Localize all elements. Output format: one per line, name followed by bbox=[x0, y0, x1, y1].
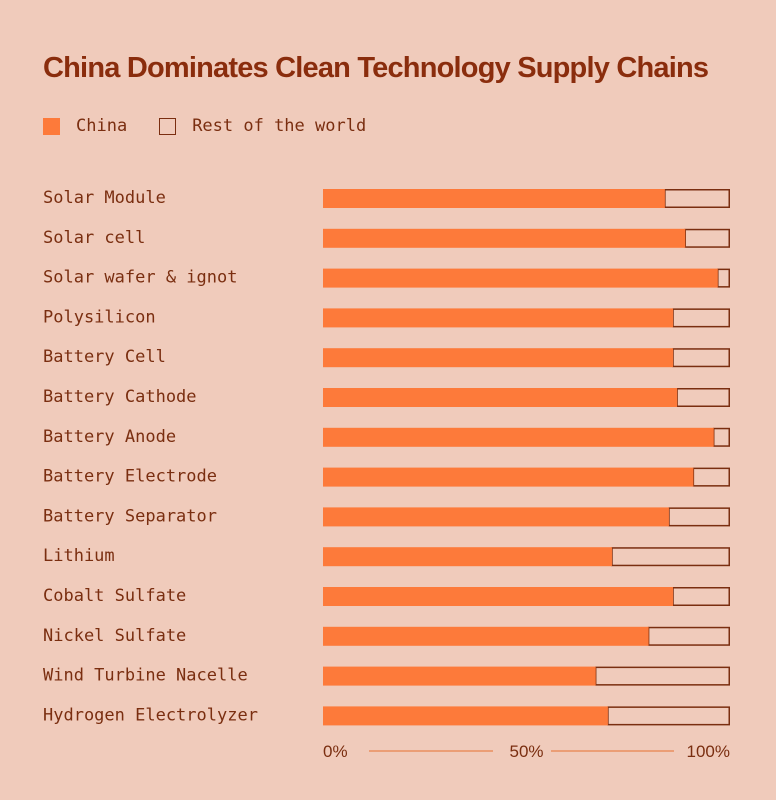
bar-rest-of-world bbox=[607, 706, 731, 726]
bar-rest-of-world bbox=[692, 467, 730, 487]
legend: China Rest of the world bbox=[43, 116, 398, 136]
legend-swatch-rest bbox=[159, 117, 177, 135]
bar-china bbox=[323, 228, 686, 248]
x-tick-label: 100% bbox=[687, 742, 730, 761]
category-label: Nickel Sulfate bbox=[43, 626, 186, 646]
category-label: Polysilicon bbox=[43, 307, 156, 327]
bar-china bbox=[323, 308, 674, 328]
bar-china bbox=[323, 268, 718, 288]
bar-china bbox=[323, 348, 674, 368]
category-label: Lithium bbox=[43, 546, 115, 566]
bar-rest-of-world bbox=[676, 388, 731, 407]
category-label: Wind Turbine Nacelle bbox=[43, 666, 248, 686]
bar-rest-of-world bbox=[664, 189, 731, 208]
x-tick-label: 50% bbox=[509, 742, 543, 761]
bar-rest-of-world bbox=[668, 507, 731, 527]
bar-china bbox=[323, 706, 608, 726]
x-tick-label: 0% bbox=[323, 742, 348, 761]
bar-china bbox=[323, 626, 649, 646]
category-label: Battery Cathode bbox=[43, 387, 197, 407]
legend-label-china: China bbox=[76, 116, 128, 136]
bar-china bbox=[323, 388, 678, 407]
bar-rest-of-world bbox=[647, 626, 730, 646]
bar-rest-of-world bbox=[712, 427, 730, 447]
category-label: Battery Separator bbox=[43, 506, 217, 526]
category-label: Battery Electrode bbox=[43, 467, 217, 487]
legend-swatch-china bbox=[43, 117, 60, 135]
bar-rest-of-world bbox=[672, 348, 731, 368]
category-label: Solar wafer & ignot bbox=[43, 268, 237, 288]
bar-china bbox=[323, 467, 694, 487]
bar-rest-of-world bbox=[717, 268, 730, 288]
category-label: Solar Module bbox=[43, 188, 166, 208]
bar-china bbox=[323, 189, 665, 208]
category-label: Battery Anode bbox=[43, 427, 176, 447]
legend-label-rest: Rest of the world bbox=[192, 116, 367, 136]
bar-china bbox=[323, 547, 612, 567]
bar-china bbox=[323, 507, 669, 527]
category-label: Hydrogen Electrolyzer bbox=[43, 705, 258, 725]
bar-china bbox=[323, 427, 714, 447]
chart-title: China Dominates Clean Technology Supply … bbox=[43, 52, 709, 84]
category-label: Cobalt Sulfate bbox=[43, 586, 186, 606]
bar-china bbox=[323, 587, 674, 606]
bar-rest-of-world bbox=[672, 587, 731, 606]
bar-rest-of-world bbox=[594, 666, 730, 686]
category-label: Solar cell bbox=[43, 228, 145, 248]
category-label: Battery Cell bbox=[43, 347, 166, 367]
bar-rest-of-world bbox=[672, 308, 731, 328]
bar-china bbox=[323, 666, 596, 686]
bar-rest-of-world bbox=[611, 547, 730, 567]
bar-rest-of-world bbox=[684, 228, 730, 248]
